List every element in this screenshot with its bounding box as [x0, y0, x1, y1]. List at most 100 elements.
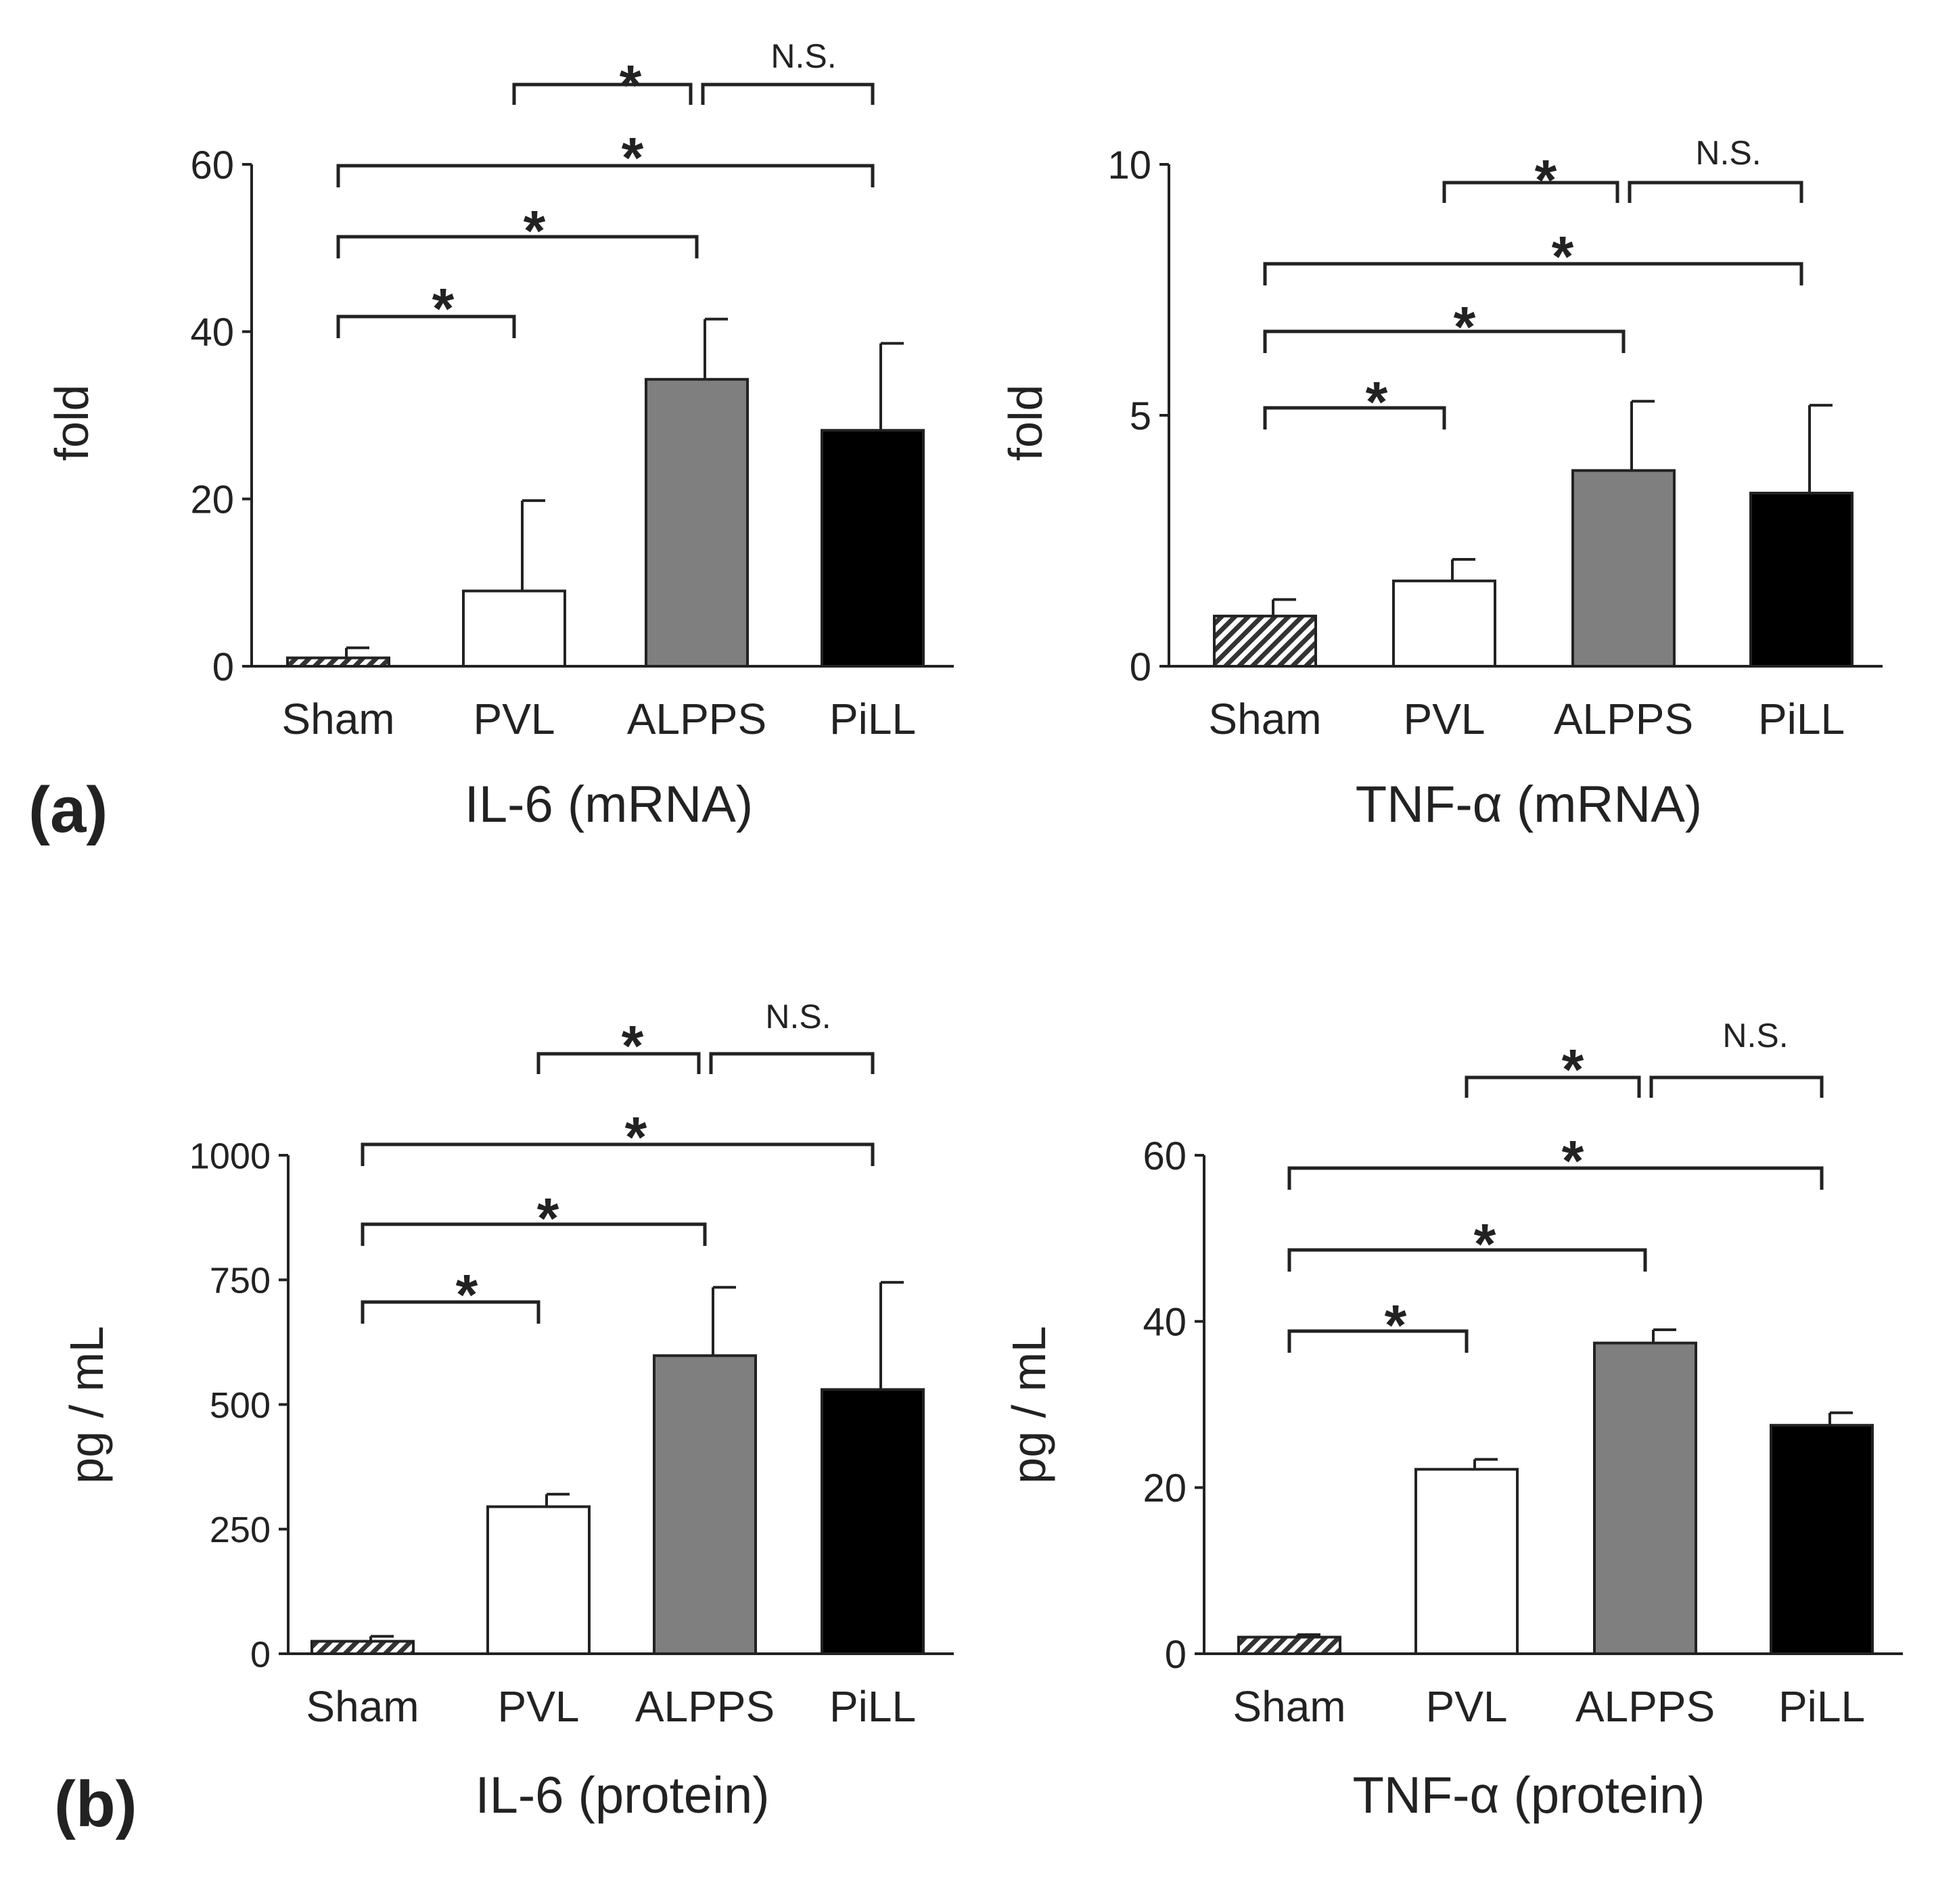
bar-pvl [1392, 579, 1496, 668]
panel-label-a: (a) [28, 774, 108, 846]
ns-label: N.S. [1695, 134, 1761, 172]
chart-title: IL-6 (protein) [475, 1767, 769, 1824]
y-tick-label: 0 [1165, 1633, 1187, 1677]
bar-pvl [486, 1505, 591, 1655]
category-label: ALPPS [635, 1682, 775, 1731]
significance-star: * [432, 277, 455, 340]
bar-alpps [653, 1354, 757, 1656]
y-tick-label: 10 [1107, 143, 1151, 187]
category-label: PiLL [829, 1682, 916, 1731]
chart-title: TNF-α (mRNA) [1356, 776, 1702, 833]
category-label: PiLL [1758, 695, 1845, 743]
y-axis-label: pg / mL [1003, 1326, 1055, 1483]
significance-bracket [336, 164, 875, 187]
significance-bracket [361, 1142, 875, 1166]
category-label: PVL [1426, 1682, 1508, 1731]
ns-label: N.S. [1722, 1017, 1788, 1054]
y-tick-label: 0 [1130, 645, 1151, 689]
significance-bracket [336, 315, 516, 338]
panel-label-b: (b) [54, 1768, 137, 1840]
significance-bracket [1263, 406, 1446, 429]
significance-bracket [336, 235, 699, 258]
category-label: ALPPS [1554, 695, 1693, 743]
category-label: Sham [281, 695, 394, 743]
category-label: Sham [1208, 695, 1321, 743]
y-tick-label: 0 [212, 645, 234, 689]
significance-bracket [512, 83, 693, 105]
ns-label: N.S. [765, 998, 831, 1036]
significance-star: * [1474, 1212, 1496, 1276]
category-label: Sham [1233, 1682, 1345, 1731]
significance-star: * [537, 1186, 559, 1250]
significance-bracket [361, 1300, 540, 1324]
significance-bracket [1628, 181, 1803, 203]
significance-star: * [625, 1105, 647, 1169]
y-tick-label: 1000 [189, 1136, 271, 1176]
y-tick-label: 20 [190, 478, 234, 522]
bar-alpps [1593, 1341, 1697, 1656]
significance-star: * [1454, 295, 1476, 358]
significance-star: * [1366, 370, 1388, 434]
chart-title: IL-6 (mRNA) [465, 776, 753, 833]
bar-pill [1770, 1424, 1874, 1655]
significance-star: * [1385, 1293, 1407, 1357]
significance-bracket [1263, 262, 1803, 285]
significance-bracket [1649, 1075, 1824, 1098]
significance-bracket [1263, 329, 1626, 353]
y-axis-label: pg / mL [60, 1326, 113, 1483]
bar-pill [821, 1388, 925, 1655]
significance-star: * [524, 199, 546, 262]
bar-alpps [645, 377, 749, 668]
significance-star: * [622, 1014, 644, 1077]
significance-bracket [361, 1222, 707, 1246]
bar-sham [1213, 614, 1317, 668]
y-tick-label: 5 [1130, 394, 1151, 438]
significance-bracket [1442, 181, 1619, 203]
bar-pvl [462, 589, 566, 668]
y-tick-label: 500 [210, 1385, 271, 1426]
category-label: PiLL [829, 695, 916, 743]
chart-tnfa-mrna: 0 5 10 Sham PVL ALPPS PiLL * * * * N.S. TNF-α (mRNA)… [999, 134, 1883, 833]
bar-sham [310, 1640, 415, 1655]
y-tick-label: 750 [210, 1261, 271, 1301]
bar-pill [821, 429, 925, 668]
y-tick-label: 20 [1143, 1466, 1187, 1510]
significance-star: * [1535, 148, 1557, 212]
bar-pill [1749, 492, 1854, 668]
chart-il6-mrna: 0 20 40 60 Sham PVL ALPPS PiLL * * * * N.S. IL-6 (mRN… [45, 37, 954, 833]
significance-bracket [1465, 1075, 1641, 1098]
category-label: PVL [474, 695, 555, 743]
y-tick-label: 40 [190, 310, 234, 354]
y-tick-label: 60 [190, 143, 234, 187]
significance-star: * [1562, 1038, 1584, 1101]
significance-bracket [536, 1052, 701, 1074]
y-tick-label: 0 [250, 1634, 271, 1675]
significance-star: * [1552, 225, 1574, 288]
significance-bracket [1287, 1329, 1469, 1353]
significance-bracket [701, 83, 875, 105]
y-axis-label: fold [45, 385, 98, 461]
significance-bracket [709, 1052, 875, 1074]
category-label: PVL [1404, 695, 1486, 743]
significance-star: * [620, 53, 642, 117]
y-tick-label: 60 [1143, 1134, 1187, 1178]
bar-alpps [1571, 469, 1676, 668]
bar-sham [1237, 1635, 1341, 1656]
chart-title: TNF-α (protein) [1352, 1767, 1705, 1824]
bar-pvl [1414, 1468, 1519, 1656]
y-axis-label: fold [999, 385, 1052, 461]
category-label: ALPPS [627, 695, 766, 743]
ns-label: N.S. [770, 37, 836, 75]
category-label: Sham [306, 1682, 419, 1731]
category-label: ALPPS [1575, 1682, 1715, 1731]
chart-tnfa-protein: 0 20 40 60 Sham PVL ALPPS PiLL * * * * N.S. TNF-α (pr… [1003, 1017, 1903, 1824]
significance-star: * [456, 1263, 478, 1326]
y-tick-label: 40 [1143, 1301, 1187, 1345]
significance-star: * [622, 126, 644, 189]
significance-bracket [1287, 1248, 1647, 1272]
category-label: PVL [498, 1682, 580, 1731]
significance-bracket [1287, 1166, 1824, 1190]
significance-star: * [1562, 1129, 1584, 1192]
category-label: PiLL [1778, 1682, 1865, 1731]
